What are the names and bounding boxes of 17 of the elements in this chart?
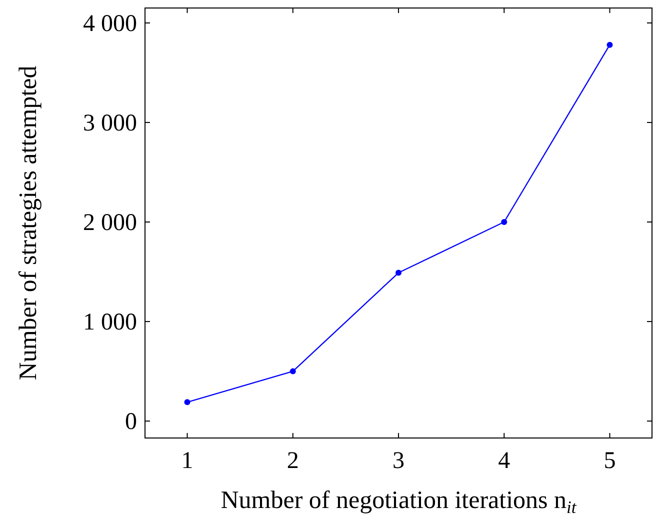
point	[501, 219, 508, 226]
y-tick-label: 3 000	[83, 110, 137, 136]
x-tick-label: 2	[286, 448, 299, 474]
point	[396, 270, 402, 276]
x-tick-label: 3	[392, 448, 404, 474]
y-tick-label: 4 000	[83, 10, 137, 37]
x-tick-label: 5	[604, 448, 616, 474]
point	[606, 42, 613, 48]
y-tick-label: 1 000	[83, 310, 137, 336]
x-tick-label: 4	[498, 448, 510, 474]
y-axis-title: Number of strategies attempted	[15, 65, 42, 380]
y-tick-label: 0	[125, 409, 137, 436]
y-tick-label: 2 000	[83, 210, 137, 236]
point	[290, 368, 296, 374]
x-tick-label: 1	[181, 448, 194, 474]
point	[184, 399, 190, 406]
x-axis-title: Number of negotiation iterations n$_{it}$	[220, 487, 578, 516]
